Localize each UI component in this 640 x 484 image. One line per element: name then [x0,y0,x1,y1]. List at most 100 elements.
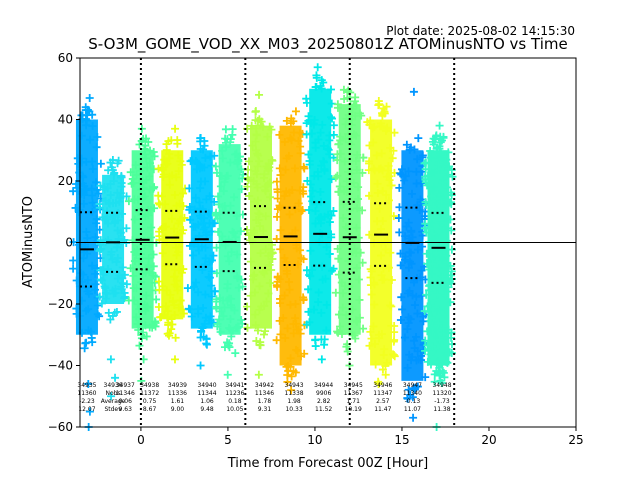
scatter-point [403,325,412,334]
scatter-point [72,304,81,313]
scatter-point [421,373,430,382]
scatter-point [246,236,255,245]
scatter-point [179,265,188,274]
scatter-point [176,296,185,305]
scatter-point [118,263,127,272]
stats-text: -0.13 [405,398,421,405]
scatter-point [334,328,343,337]
scatter-point [349,178,358,187]
scatter-point [323,144,332,153]
scatter-point [255,90,264,99]
stats-text: 8.67 [143,406,157,413]
scatter-point [395,183,404,192]
scatter-point [132,313,141,322]
scatter-point [421,165,430,174]
scatter-point [443,287,452,296]
scatter-point [109,211,118,220]
scatter-point [414,134,423,143]
x-tick-label: 5 [224,433,232,447]
scatter-point [407,356,416,365]
series-34942 [272,107,309,395]
scatter-point [233,159,242,168]
scatter-point [305,156,314,165]
stats-text: 10.19 [345,406,362,413]
scatter-point [421,219,430,228]
scatter-point [287,372,296,381]
scatter-point [145,159,154,168]
scatter-point [88,157,97,166]
scatter-point [194,288,203,297]
scatter-point [418,242,427,251]
scatter-point [164,331,173,340]
scatter-point [253,196,262,205]
x-tick-label: 20 [481,433,496,447]
scatter-point [77,328,86,337]
scatter-point [427,192,436,201]
scatter-point [390,128,399,137]
scatter-point [291,107,300,116]
scatter-point [251,310,260,319]
scatter-point [294,199,303,208]
scatter-point [292,325,301,334]
scatter-point [198,205,207,214]
scatter-point [206,312,215,321]
scatter-point [77,131,86,140]
scatter-point [221,125,230,134]
scatter-point [189,251,198,260]
scatter-point [281,333,290,342]
scatter-point [325,218,334,227]
scatter-point [448,172,457,181]
scatter-point [436,148,445,157]
scatter-point [261,186,270,195]
scatter-point [263,132,272,141]
scatter-point [412,179,421,188]
y-tick-label: 20 [58,174,73,188]
stats-text: 11338 [285,390,304,397]
scatter-point [340,186,349,195]
x-tick-label: 15 [394,433,409,447]
scatter-point [282,154,291,163]
scatter-point [147,223,156,232]
scatter-point [126,264,135,273]
scatter-point [389,212,398,221]
scatter-point [389,351,398,360]
scatter-point [367,290,376,299]
scatter-point [191,278,200,287]
scatter-point [291,368,300,377]
stats-text: 9906 [316,390,331,397]
scatter-point [214,227,223,236]
stats-text: 11346 [255,390,274,397]
stats-text: 34939 [168,382,187,389]
scatter-point [377,239,386,248]
scatter-point [106,355,115,364]
scatter-point [154,303,163,312]
scatter-point [272,177,281,186]
scatter-point [154,277,163,286]
scatter-point [409,87,418,96]
scatter-point [396,316,405,325]
scatter-point [214,200,223,209]
x-axis-label: Time from Forecast 00Z [Hour] [227,456,429,471]
scatter-point [297,207,306,216]
scatter-point [428,259,437,268]
stats-text: 9.00 [171,406,185,413]
scatter-point [329,207,338,216]
scatter-point [101,215,110,224]
scatter-point [413,245,422,254]
scatter-point [187,312,196,321]
scatter-point [407,226,416,235]
scatter-point [442,357,451,366]
scatter-point [296,149,305,158]
scatter-point [135,140,144,149]
scatter-point [369,239,378,248]
stats-text: -2.23 [79,398,95,405]
scatter-point [96,181,105,190]
stats-text: 34941 [225,382,244,389]
scatter-point [344,86,353,95]
scatter-point [229,193,238,202]
scatter-point [92,178,101,187]
scatter-point [292,345,301,354]
scatter-point [387,302,396,311]
scatter-point [142,332,151,341]
